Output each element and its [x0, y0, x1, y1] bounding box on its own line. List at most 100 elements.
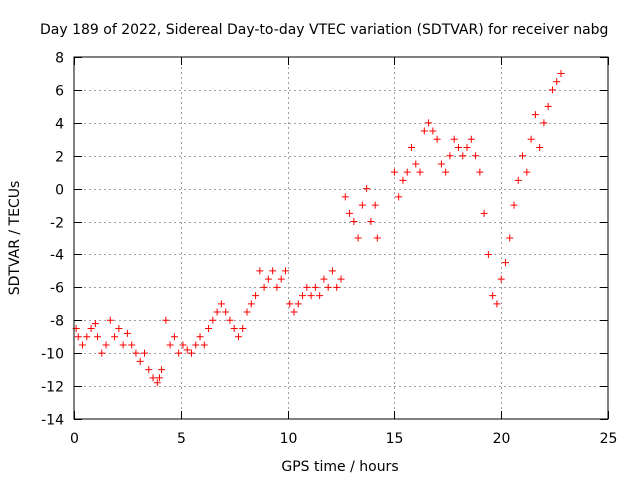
data-point [170, 333, 178, 341]
data-point [358, 201, 366, 209]
data-point [269, 267, 277, 275]
data-point [467, 135, 475, 143]
data-point [239, 325, 247, 332]
data-point [472, 152, 480, 160]
data-point [256, 267, 264, 275]
data-point [489, 292, 497, 300]
x-tick-label: 10 [280, 431, 298, 447]
data-point [281, 267, 289, 275]
data-point [205, 325, 213, 332]
data-point [217, 300, 225, 308]
data-point [519, 152, 527, 160]
data-point [454, 144, 462, 151]
data-point [527, 135, 535, 143]
data-point [166, 341, 174, 349]
data-point [371, 201, 379, 209]
data-point [463, 144, 471, 151]
x-tick-label: 5 [177, 431, 186, 447]
data-point [200, 341, 208, 349]
data-point [333, 283, 341, 291]
data-point [93, 333, 101, 341]
data-point [153, 379, 161, 387]
data-point [316, 292, 324, 300]
data-point [373, 234, 381, 242]
data-point [183, 346, 191, 354]
x-tick-label: 25 [600, 431, 618, 447]
data-point [476, 168, 484, 176]
data-point [83, 333, 91, 341]
data-point [425, 119, 433, 127]
y-tick-label: -12 [41, 380, 64, 396]
data-point [390, 168, 398, 176]
data-point [429, 127, 437, 135]
data-point [399, 176, 407, 184]
data-point [119, 341, 127, 349]
data-point [106, 316, 114, 324]
data-point [187, 349, 195, 357]
data-point [179, 341, 187, 349]
data-point [299, 292, 307, 300]
data-point [115, 325, 123, 332]
data-point [420, 127, 428, 135]
data-point [337, 275, 345, 283]
data-point [531, 111, 539, 119]
x-tick-label: 20 [493, 431, 511, 447]
data-point [79, 341, 87, 349]
y-tick-label: -6 [50, 281, 64, 297]
data-point [354, 234, 362, 242]
data-point [341, 193, 349, 201]
data-point [514, 176, 522, 184]
data-point [128, 341, 136, 349]
data-point [132, 349, 140, 357]
data-point [437, 160, 445, 168]
y-tick-label: 8 [55, 51, 64, 67]
data-point [222, 308, 230, 316]
grid [74, 57, 608, 419]
data-point [111, 333, 119, 341]
data-point [433, 135, 441, 143]
plot-frame [73, 56, 609, 420]
data-point [264, 275, 272, 283]
data-point [548, 86, 556, 94]
data-point [442, 168, 450, 176]
data-point [540, 119, 548, 127]
data-point [484, 250, 492, 258]
data-point [213, 308, 221, 316]
data-point [230, 325, 238, 332]
data-point [510, 201, 518, 209]
data-point [544, 102, 552, 110]
data-point [536, 144, 544, 151]
data-point [192, 341, 200, 349]
data-point [234, 333, 242, 341]
data-point [416, 168, 424, 176]
data-point [311, 283, 319, 291]
y-tick-label: -8 [50, 314, 64, 330]
data-point [493, 300, 501, 308]
data-point [74, 333, 82, 341]
data-point [136, 357, 144, 365]
data-point [226, 316, 234, 324]
data-point [324, 283, 332, 291]
data-point [350, 218, 358, 226]
data-point [155, 374, 163, 382]
data-point [277, 275, 285, 283]
y-tick-label: -4 [50, 248, 64, 264]
data-point [553, 78, 561, 86]
data-point [140, 349, 148, 357]
data-point [403, 168, 411, 176]
data-point [363, 185, 371, 193]
data-point [346, 209, 354, 217]
data-point [98, 349, 106, 357]
data-point [273, 283, 281, 291]
data-point [407, 144, 415, 151]
axis-ticks: 0 5 10 15 20 25 -14 -12 -10 -8 -6 -4 -2 0 2 4 6 8 [41, 51, 617, 448]
data-point [395, 193, 403, 201]
data-point [162, 316, 170, 324]
data-point [497, 275, 505, 283]
y-tick-label: 4 [55, 117, 64, 133]
data-point [87, 325, 95, 332]
y-tick-label: 6 [55, 84, 64, 100]
data-point [459, 152, 467, 160]
data-point [480, 209, 488, 217]
